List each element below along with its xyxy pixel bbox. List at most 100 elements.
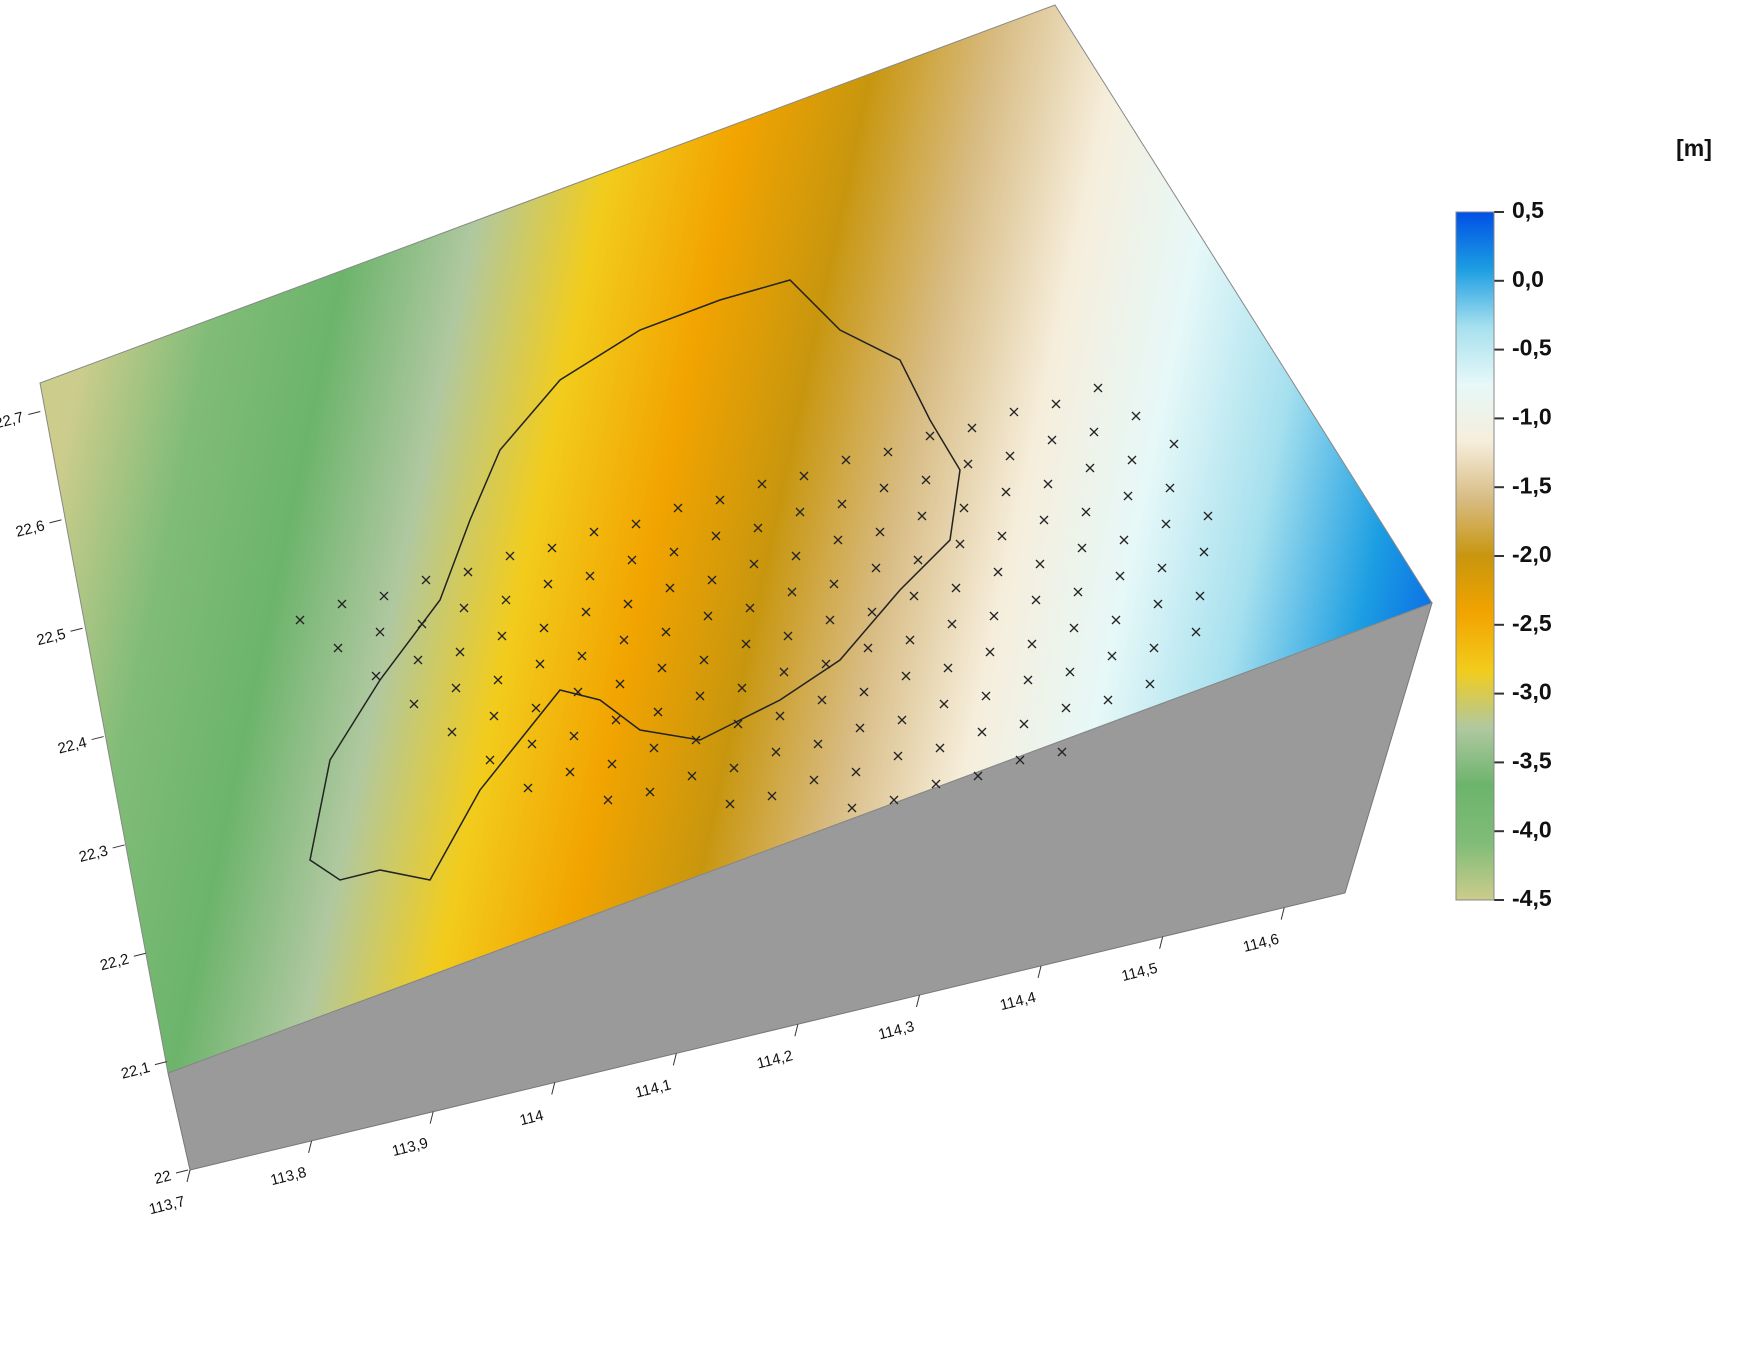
station-marker (1195, 591, 1205, 601)
station-marker (527, 739, 537, 749)
surface (39, 4, 1433, 1074)
colorbar-tick-label: -3,5 (1512, 747, 1552, 773)
station-marker (611, 715, 621, 725)
station-marker (623, 599, 633, 609)
y-tick-label: 22,4 (56, 734, 88, 758)
station-marker (505, 551, 515, 561)
x-tick (1280, 907, 1285, 920)
station-marker (1035, 559, 1045, 569)
station-marker (463, 567, 473, 577)
station-marker (1169, 439, 1179, 449)
station-marker (447, 727, 457, 737)
station-marker (1027, 639, 1037, 649)
station-marker (333, 643, 343, 653)
station-marker (791, 551, 801, 561)
station-marker (1051, 399, 1061, 409)
station-marker (1047, 435, 1057, 445)
y-tick (133, 952, 146, 957)
station-marker (577, 651, 587, 661)
station-marker (1093, 383, 1103, 393)
station-marker (695, 691, 705, 701)
x-tick (1037, 965, 1042, 979)
station-marker (523, 783, 533, 793)
station-marker (1119, 535, 1129, 545)
x-tick (794, 1024, 799, 1037)
station-marker (1123, 491, 1133, 501)
y-tick-label: 22,1 (119, 1059, 151, 1083)
station-marker (1153, 599, 1163, 609)
station-marker (867, 607, 877, 617)
station-marker (745, 603, 755, 613)
station-marker (931, 779, 941, 789)
station-marker (1145, 679, 1155, 689)
colorbar-tick-label: -1,5 (1512, 472, 1552, 498)
x-tick-label: 114,5 (1120, 960, 1159, 985)
station-marker (1043, 479, 1053, 489)
y-tick-label: 22,3 (77, 842, 109, 866)
station-marker (413, 655, 423, 665)
station-marker (795, 507, 805, 517)
station-marker (295, 615, 305, 625)
station-marker (371, 671, 381, 681)
station-marker (883, 447, 893, 457)
station-marker (1165, 483, 1175, 493)
station-marker (1039, 515, 1049, 525)
station-marker (977, 727, 987, 737)
station-marker (417, 619, 427, 629)
station-marker (871, 563, 881, 573)
y-tick (112, 844, 125, 849)
station-marker (409, 699, 419, 709)
station-marker (809, 775, 819, 785)
station-marker (821, 659, 831, 669)
station-marker (851, 767, 861, 777)
station-marker (875, 527, 885, 537)
y-tick (70, 627, 83, 632)
station-marker (749, 559, 759, 569)
station-marker (1001, 487, 1011, 497)
y-tick (154, 1061, 168, 1066)
station-marker (989, 611, 999, 621)
station-marker (1057, 747, 1067, 757)
station-marker (753, 523, 763, 533)
station-marker (585, 571, 595, 581)
station-marker (959, 503, 969, 513)
station-marker (973, 771, 983, 781)
station-marker (1103, 695, 1113, 705)
station-marker (501, 595, 511, 605)
station-marker (665, 583, 675, 593)
station-marker (687, 771, 697, 781)
station-marker (451, 683, 461, 693)
station-marker (375, 627, 385, 637)
x-tick-label: 113,7 (147, 1193, 186, 1218)
station-marker (967, 423, 977, 433)
station-marker (725, 799, 735, 809)
station-marker (901, 671, 911, 681)
station-marker (603, 795, 613, 805)
x-tick-label: 114,6 (1241, 931, 1280, 956)
station-marker (993, 567, 1003, 577)
station-marker (1005, 451, 1015, 461)
station-marker (547, 543, 557, 553)
colorbar-tick-label: -2,0 (1512, 541, 1552, 567)
y-tick-label: 22,2 (98, 951, 130, 975)
x-tick-label: 114 (518, 1107, 545, 1129)
station-marker (737, 683, 747, 693)
station-marker (715, 495, 725, 505)
station-marker (951, 583, 961, 593)
y-tick-label: 22,5 (35, 626, 67, 650)
station-marker (1107, 651, 1117, 661)
station-marker (1061, 703, 1071, 713)
station-marker (699, 655, 709, 665)
station-marker (779, 667, 789, 677)
x-tick-label: 113,8 (269, 1164, 308, 1189)
axes: 113,7 113,8 113,9 114 114,1 114,2 114,3 114,4 11… (0, 197, 1552, 1218)
station-marker (1065, 667, 1075, 677)
station-marker (673, 503, 683, 513)
station-marker (485, 755, 495, 765)
station-marker (649, 743, 659, 753)
station-marker (905, 635, 915, 645)
station-marker (581, 607, 591, 617)
station-marker (767, 791, 777, 801)
y-tick (28, 411, 41, 415)
station-marker (913, 555, 923, 565)
